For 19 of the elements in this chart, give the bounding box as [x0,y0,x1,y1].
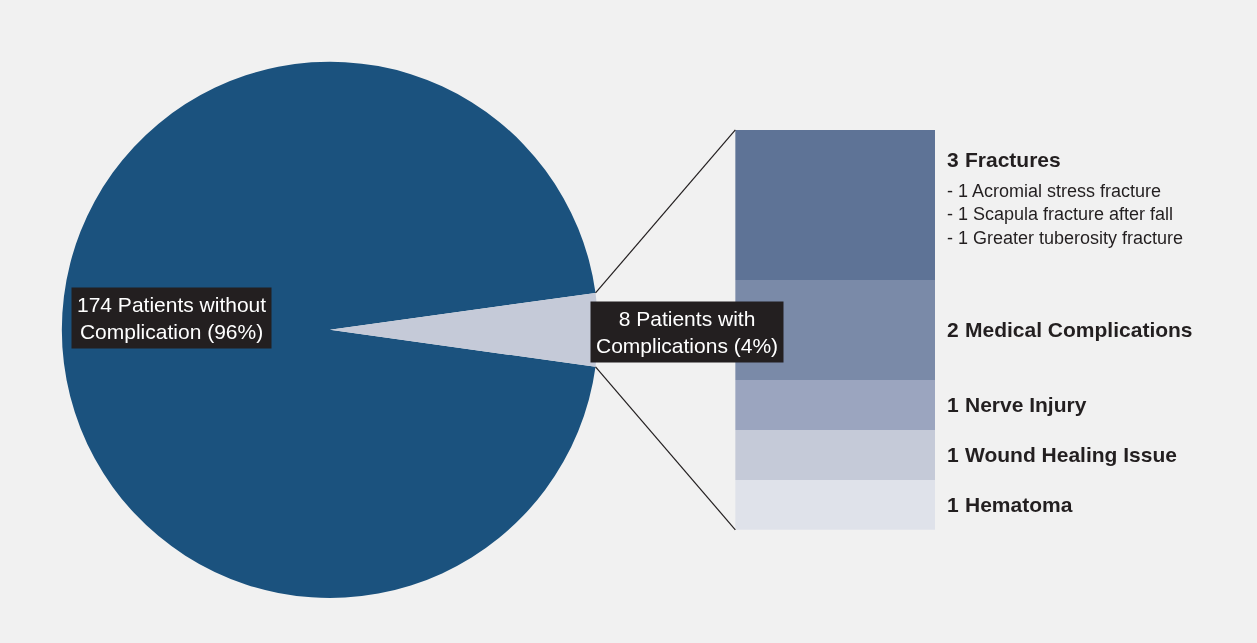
series-label: Wound Healing Issue [965,443,1177,466]
bar [735,429,936,480]
text: - 1 Acromial stress fracture - 1 Scapula fracture after fall - 1 Greater tuberosity fracture [947,181,1184,248]
slice-label: 8 Patients with Complications (4%) [596,307,779,358]
data-label: 1 [947,443,959,466]
data-label: 3 [947,148,959,171]
slice-label: 174 Patients without Complication (96%) [77,293,267,344]
pie-slice [62,61,596,598]
data-label: 1 [947,393,959,416]
bar [735,479,936,530]
series-label: Fractures [965,148,1061,171]
series-label: Hematoma [965,493,1073,516]
series-label: Medical Complications [965,318,1193,341]
bar [735,379,936,430]
bar [735,129,936,280]
data-label: 1 [947,493,959,516]
data-label: 2 [947,318,959,341]
series-label: Nerve Injury [965,393,1087,416]
pie-slice [329,292,599,367]
